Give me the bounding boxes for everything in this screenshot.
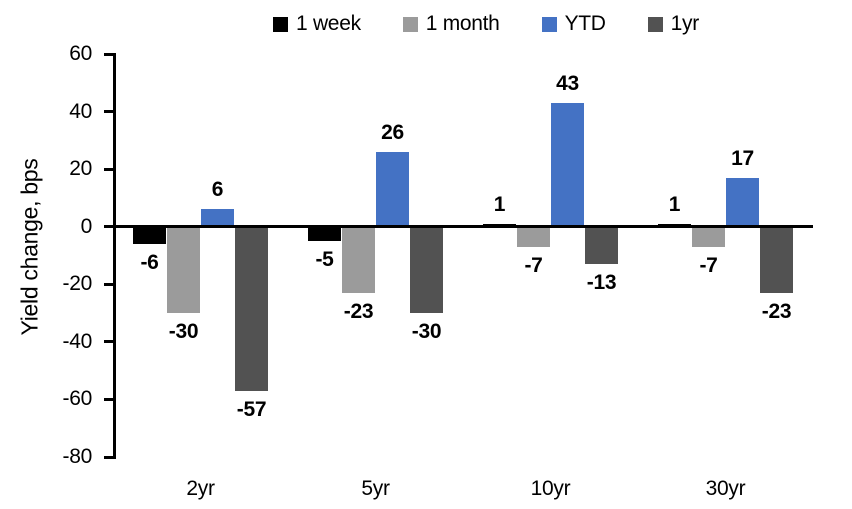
bar-value-label-1-month-2yr: -30 <box>168 320 199 344</box>
zero-line <box>113 225 813 229</box>
bar-value-label-1-week-5yr: -5 <box>315 248 334 272</box>
bar-value-label-1-month-10yr: -7 <box>524 253 543 277</box>
legend-label-1-week: 1 week <box>296 12 361 35</box>
y-tick-mark--40 <box>104 340 113 344</box>
y-tick-label--60: -60 <box>62 387 93 411</box>
bar-value-label-1yr-30yr: -23 <box>761 299 792 323</box>
legend-label-ytd: YTD <box>564 12 606 35</box>
x-category-label-30yr: 30yr <box>705 477 746 500</box>
x-category-label-2yr: 2yr <box>186 477 215 500</box>
bar-1yr-5yr <box>410 226 443 314</box>
legend-swatch-1-month <box>402 16 418 32</box>
bar-1-week-5yr <box>308 226 341 242</box>
legend-swatch-1-week <box>273 16 289 32</box>
bar-value-label-1-week-10yr: 1 <box>493 192 506 216</box>
bar-ytd-10yr <box>551 102 584 227</box>
legend-item-1-week: 1 week <box>273 12 361 36</box>
legend-label-1yr: 1yr <box>670 12 700 35</box>
y-tick-label--80: -80 <box>62 445 93 468</box>
bar-1yr-10yr <box>585 226 618 265</box>
legend-label-1-month: 1 month <box>425 12 500 35</box>
bar-ytd-2yr <box>201 209 234 227</box>
x-category-label-5yr: 5yr <box>361 477 390 500</box>
legend-item-ytd: YTD <box>541 12 606 36</box>
y-tick-label--40: -40 <box>62 329 93 353</box>
y-tick-mark-60 <box>104 52 113 56</box>
bar-1-month-2yr <box>167 226 200 314</box>
bar-ytd-30yr <box>726 177 759 227</box>
bar-value-label-ytd-30yr: 17 <box>731 146 754 170</box>
bar-value-label-ytd-10yr: 43 <box>556 71 579 95</box>
bar-1-month-30yr <box>692 226 725 247</box>
bar-1-month-10yr <box>517 226 550 247</box>
y-tick-label-20: 20 <box>69 157 92 181</box>
y-axis-line <box>113 52 116 459</box>
bar-1-month-5yr <box>342 226 375 293</box>
y-tick-mark--60 <box>104 397 113 401</box>
bar-value-label-1yr-5yr: -30 <box>411 320 442 344</box>
bar-value-label-1-week-30yr: 1 <box>668 192 681 216</box>
bar-1yr-2yr <box>235 226 268 391</box>
legend-swatch-ytd <box>541 16 557 32</box>
bar-value-label-1-month-5yr: -23 <box>343 299 374 323</box>
y-tick-label-60: 60 <box>69 42 92 65</box>
bar-value-label-ytd-2yr: 6 <box>211 178 224 202</box>
bar-value-label-1yr-2yr: -57 <box>236 397 267 421</box>
legend-swatch-1yr <box>647 16 663 32</box>
y-tick-label--20: -20 <box>62 272 93 296</box>
x-category-label-10yr: 10yr <box>530 477 571 500</box>
bar-value-label-1-month-30yr: -7 <box>699 253 718 277</box>
y-tick-mark--80 <box>104 455 113 459</box>
bar-value-label-1yr-10yr: -13 <box>586 271 617 295</box>
bar-value-label-ytd-5yr: 26 <box>381 120 404 144</box>
bar-1yr-30yr <box>760 226 793 293</box>
y-tick-mark--20 <box>104 282 113 286</box>
legend-item-1yr: 1yr <box>647 12 700 36</box>
y-tick-label-0: 0 <box>80 214 93 238</box>
y-tick-mark-40 <box>104 110 113 114</box>
legend: 1 week 1 month YTD 1yr <box>134 10 838 38</box>
y-tick-mark-0 <box>104 225 113 229</box>
bar-value-label-1-week-2yr: -6 <box>140 250 159 274</box>
y-tick-label-40: 40 <box>69 99 92 123</box>
bar-ytd-5yr <box>376 151 409 227</box>
bar-1-week-2yr <box>133 226 166 244</box>
y-tick-mark-20 <box>104 167 113 171</box>
legend-item-1-month: 1 month <box>402 12 500 36</box>
